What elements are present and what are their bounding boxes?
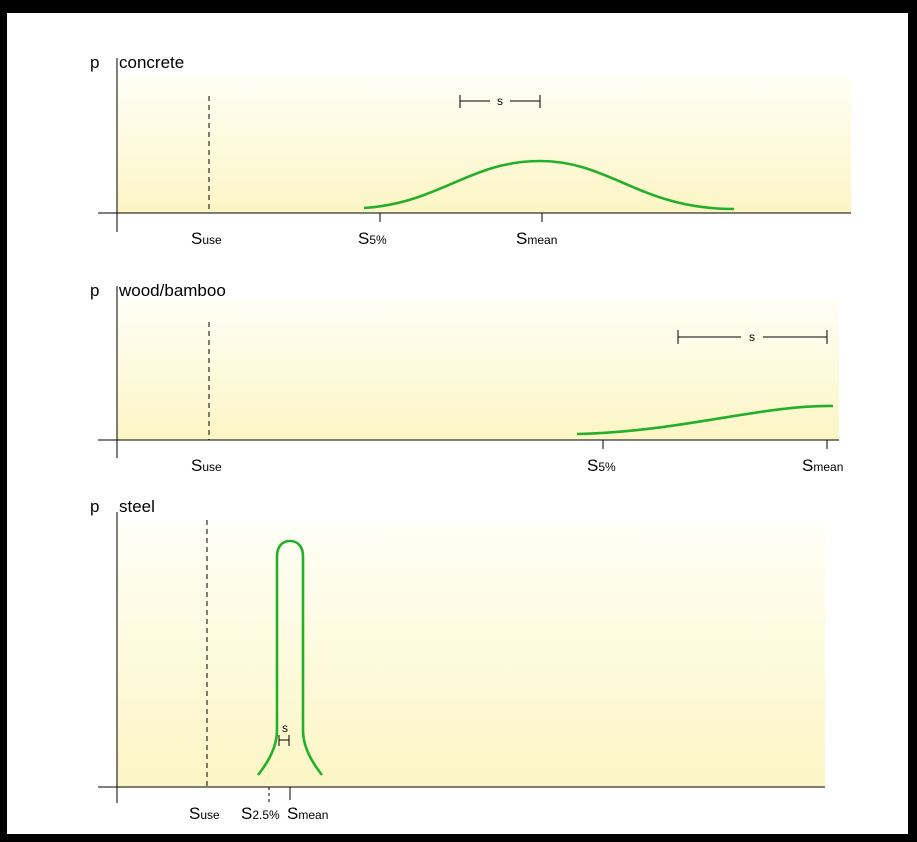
panel-background <box>117 76 851 213</box>
tick-label-suse: Suse <box>189 804 220 823</box>
distribution-curve <box>576 404 834 436</box>
spread-label: s <box>497 94 503 108</box>
spread-indicator: s <box>677 330 828 344</box>
panel-steel: p steel s Suse S2.5% Smean <box>90 497 825 823</box>
spread-label: s <box>749 330 755 344</box>
distribution-curve <box>256 539 324 776</box>
panel-background <box>117 300 839 440</box>
tick-label-smean: Smean <box>516 229 557 248</box>
tick-label-s2-5: S2.5% <box>241 804 280 823</box>
material-label: wood/bamboo <box>118 281 226 300</box>
spread-indicator: s <box>278 721 290 746</box>
y-axis-label: p <box>90 497 99 516</box>
tick-label-smean: Smean <box>802 456 843 475</box>
material-label: steel <box>119 497 155 516</box>
distribution-curve <box>363 159 735 211</box>
tick-label-s5: S5% <box>587 456 616 475</box>
tick-label-smean: Smean <box>287 804 328 823</box>
y-axis-label: p <box>90 53 99 72</box>
tick-label-suse: Suse <box>191 229 222 248</box>
tick-label-s5: S5% <box>358 229 387 248</box>
panel-concrete: p concrete s Suse S5% Smean <box>90 53 851 248</box>
panel-wood-bamboo: p wood/bamboo s Suse S5% Smean <box>90 281 843 475</box>
spread-indicator: s <box>459 94 541 108</box>
panel-background <box>117 525 825 787</box>
y-axis-label: p <box>90 281 99 300</box>
tick-label-suse: Suse <box>191 456 222 475</box>
spread-label: s <box>282 721 288 735</box>
material-label: concrete <box>119 53 184 72</box>
